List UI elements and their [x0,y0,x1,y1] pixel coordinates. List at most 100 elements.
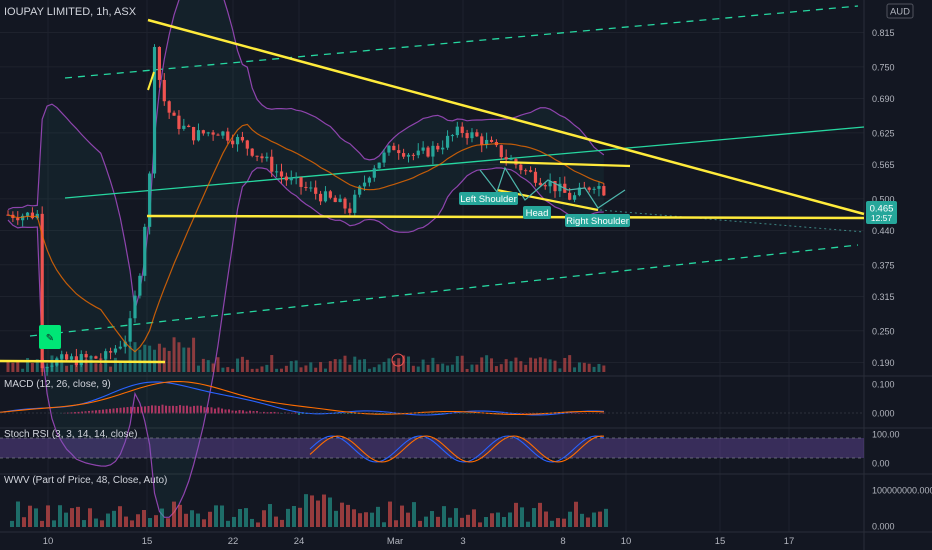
candle-body [187,125,191,128]
candle-body [255,155,259,157]
volume-bar [319,362,323,372]
volume-bar [275,368,279,372]
macd-histogram-bar [130,406,132,414]
indicator-tick-label: 0.000 [872,409,895,419]
price-tick-label: 0.625 [872,128,895,138]
volume-bar [99,363,103,372]
wwv-bar [418,520,422,527]
wwv-bar [358,513,362,527]
price-tick-label: 0.440 [872,226,895,236]
candle-body [30,212,35,219]
wwv-bar [10,520,14,527]
green-channel[interactable] [29,5,865,337]
time-axis[interactable]: 10 15 22 24 Mar 3 8 10 15 17 [43,536,795,547]
left-shoulder-badge[interactable] [459,192,518,205]
wwv-bar [172,501,176,527]
volume-bar [573,367,577,372]
volume-bar [416,366,420,372]
event-icon[interactable] [391,353,405,367]
wwv-bar [268,504,272,527]
candle-body [167,101,171,113]
candle-body [40,213,44,369]
candle-body [21,215,25,221]
candle-body [50,365,54,367]
head-badge[interactable] [523,206,551,219]
macd-pane [0,381,864,416]
candle-body [94,356,98,359]
volume-bar [441,363,445,372]
volume-bar [529,357,533,372]
candle-body [367,177,372,183]
volume-bar [6,362,10,372]
macd-histogram-bar [168,405,171,414]
wwv-bar [28,505,32,527]
candle-body [421,147,425,151]
right-shoulder-badge[interactable] [565,214,630,227]
macd-histogram-bar [77,411,80,414]
macd-histogram-bar [347,413,349,414]
volume-bar [245,359,249,372]
volume-bar [577,362,581,372]
macd-histogram-bar [382,413,384,414]
volume-bar [21,368,25,372]
macd-histogram-bar [193,405,195,414]
wwv-bar [532,508,536,527]
macd-histogram-bar [200,405,202,414]
wwv-bar [40,520,44,527]
volume-bar [240,356,244,372]
macd-histogram-bar [245,411,248,414]
wwv-bar [286,508,290,527]
wwv-bar [514,502,518,527]
price-tick-label: 0.500 [872,194,895,204]
last-price-badge [866,201,897,224]
candle-body [597,186,601,189]
macd-histogram-bar [126,407,129,414]
volume-bar [509,361,513,372]
candle-body [245,140,249,149]
volume-bar [206,360,210,372]
price-axis[interactable]: 0.815 0.750 0.690 0.625 0.565 0.500 0.440 0.375… [872,28,932,531]
candle-body [221,131,225,136]
macd-histogram-bar [578,413,580,414]
candle-body [148,173,152,227]
wwv-bar [328,497,332,527]
wwv-bar [46,505,50,527]
triangle-trendlines[interactable] [0,18,865,364]
volume-bar [450,364,454,372]
volume-bar [323,368,327,372]
macd-histogram-bar [438,413,440,414]
macd-histogram-bar [273,411,276,414]
macd-histogram-bar [98,409,101,414]
macd-histogram-bar [574,413,577,414]
wwv-bar [178,504,182,527]
macd-histogram-bar [74,412,76,414]
wwv-bar [472,509,476,527]
wwv-bar [520,507,524,527]
currency-box[interactable] [886,3,914,19]
candle-body [533,171,538,183]
drawing-marker[interactable] [39,325,61,349]
candle-body [309,187,313,189]
wwv-bar [100,520,104,527]
wwv-bar [64,512,68,527]
wwv-bar [400,505,404,527]
candle-body [104,351,108,359]
wwv-bar [250,518,254,527]
candle-body [333,197,337,203]
candle-body [504,157,508,160]
wwv-bar [574,501,578,527]
candle-body [577,187,582,196]
volume-bar [226,367,230,372]
wwv-bar [544,511,548,527]
volume-bar [353,356,357,372]
volume-bar [270,355,274,372]
macd-histogram-bar [252,411,255,414]
volume-bar [490,358,494,372]
indicator-tick-label: 0.00 [872,459,890,469]
volume-bar [255,368,259,372]
time-tick-label: 15 [142,536,153,547]
macd-histogram-bar [266,412,269,414]
candle-body [314,187,318,194]
wwv-bar [442,506,446,527]
